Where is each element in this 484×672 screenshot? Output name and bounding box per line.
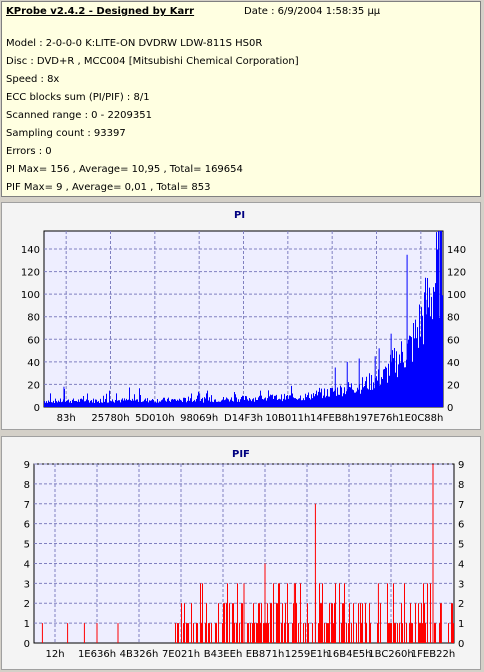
app-title: KProbe v2.4.2 - Designed by Karr xyxy=(6,6,195,17)
pi-xtick-label: 1E0C88h xyxy=(398,413,443,424)
pif-ytick-left: 3 xyxy=(24,579,30,590)
pif-ytick-right: 0 xyxy=(458,639,464,650)
pif-xtick-label: B43EEh xyxy=(204,649,243,660)
ecc-line: ECC blocks sum (PI/PIF) : 8/1 xyxy=(6,92,150,103)
pi-ytick-left: 100 xyxy=(21,290,40,301)
pi-ytick-right: 120 xyxy=(447,268,466,279)
pif-chart-panel: PIF 0 0 1 1 2 2 3 3 4 4 5 5 6 6 7 7 8 8 9 9 12h 1E636h 4B326h 7… xyxy=(1,436,481,670)
disc-line: Disc : DVD+R , MCC004 [Mitsubishi Chemic… xyxy=(6,56,299,67)
pi-xtick-label: D14F3h xyxy=(224,413,263,424)
pif-ytick-right: 7 xyxy=(458,500,464,511)
pi-xtick-label: 25780h xyxy=(91,413,129,424)
pi-ytick-left: 140 xyxy=(21,245,40,256)
sampling-count-line: Sampling count : 93397 xyxy=(6,128,126,139)
pi-ytick-left: 60 xyxy=(27,335,40,346)
pif-ytick-left: 8 xyxy=(24,480,30,491)
pif-ytick-left: 9 xyxy=(24,460,30,471)
pif-xtick-label: 4B326h xyxy=(120,649,159,660)
pi-chart: 0 0 20 20 40 40 60 60 80 80 100 100 120 120 140 140 83h 2… xyxy=(21,230,466,424)
pif-ytick-left: 2 xyxy=(24,599,30,610)
pi-ytick-right: 40 xyxy=(447,358,460,369)
pif-chart: 0 0 1 1 2 2 3 3 4 4 5 5 6 6 7 7 8 8 9 9 12h 1E636h 4B326h 7E021… xyxy=(24,460,465,660)
pif-xtick-label: 12h xyxy=(45,649,64,660)
pi-xtick-label: 83h xyxy=(57,413,76,424)
pif-ytick-right: 6 xyxy=(458,520,464,531)
pi-summary-line: PI Max= 156 , Average= 10,95 , Total= 16… xyxy=(6,164,243,175)
pif-xtick-label: 1BC260h xyxy=(368,649,413,660)
pi-ytick-left: 80 xyxy=(27,313,40,324)
pif-ytick-left: 0 xyxy=(24,639,30,650)
speed-line: Speed : 8x xyxy=(6,74,60,85)
pi-ytick-right: 80 xyxy=(447,313,460,324)
pi-ytick-left: 40 xyxy=(27,358,40,369)
pif-ytick-right: 9 xyxy=(458,460,464,471)
pif-xtick-label: 1FEB22h xyxy=(411,649,455,660)
pi-ytick-right: 60 xyxy=(447,335,460,346)
pif-ytick-right: 5 xyxy=(458,540,464,551)
model-line: Model : 2-0-0-0 K:LITE-ON DVDRW LDW-811S… xyxy=(6,38,263,49)
pi-ytick-left: 120 xyxy=(21,268,40,279)
info-panel: KProbe v2.4.2 - Designed by Karr Date : … xyxy=(1,1,481,197)
pif-xtick-label: 7E021h xyxy=(162,649,200,660)
scanned-range-line: Scanned range : 0 - 2209351 xyxy=(6,110,152,121)
pi-xtick-label: 197E76h xyxy=(354,413,398,424)
errors-line: Errors : 0 xyxy=(6,146,52,157)
pif-ytick-left: 7 xyxy=(24,500,30,511)
pi-ytick-right: 20 xyxy=(447,380,460,391)
pif-summary-line: PIF Max= 9 , Average= 0,01 , Total= 853 xyxy=(6,182,211,193)
pif-ytick-left: 5 xyxy=(24,540,30,551)
pi-xtick-label: 14FEB8h xyxy=(310,413,354,424)
pi-ytick-left: 0 xyxy=(34,403,40,414)
pi-xtick-label: 10B011h xyxy=(265,413,310,424)
pi-ytick-right: 100 xyxy=(447,290,466,301)
pif-xtick-label: 1E636h xyxy=(78,649,116,660)
pi-ytick-right: 0 xyxy=(447,403,453,414)
pif-ytick-left: 4 xyxy=(24,559,30,570)
pif-ytick-left: 1 xyxy=(24,619,30,630)
pi-xtick-label: 98069h xyxy=(180,413,218,424)
pif-ytick-right: 8 xyxy=(458,480,464,491)
pi-chart-panel: PI 0 0 20 20 40 40 60 60 80 80 100 100 120 120 140 140 8… xyxy=(1,202,481,430)
pif-xtick-label: 1259E1h xyxy=(285,649,329,660)
pif-ytick-right: 1 xyxy=(458,619,464,630)
pif-xtick-label: 16B4E5h xyxy=(327,649,372,660)
pi-xtick-label: 5D010h xyxy=(135,413,175,424)
pif-chart-title: PIF xyxy=(232,449,250,460)
pif-ytick-right: 4 xyxy=(458,559,464,570)
pif-xtick-label: EB871h xyxy=(246,649,285,660)
pi-ytick-left: 20 xyxy=(27,380,40,391)
pi-chart-title: PI xyxy=(234,210,246,221)
pif-ytick-right: 3 xyxy=(458,579,464,590)
pi-ytick-right: 140 xyxy=(447,245,466,256)
pif-ytick-left: 6 xyxy=(24,520,30,531)
pif-ytick-right: 2 xyxy=(458,599,464,610)
scan-date: Date : 6/9/2004 1:58:35 μμ xyxy=(244,6,381,17)
